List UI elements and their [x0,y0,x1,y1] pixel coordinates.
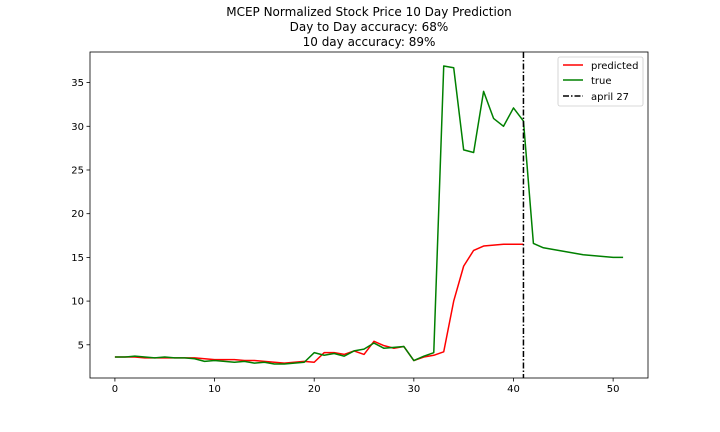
y-tick-label: 20 [71,209,84,220]
chart-title-line-1: MCEP Normalized Stock Price 10 Day Predi… [226,5,512,19]
chart-title-line-2: Day to Day accuracy: 68% [290,20,449,34]
y-tick-label: 10 [71,297,84,308]
legend-box [557,56,644,107]
x-tick-label: 20 [308,384,321,395]
y-tick-label: 15 [71,253,84,264]
y-tick-label: 30 [71,122,84,133]
y-tick-label: 25 [71,165,84,176]
series-line-predicted [114,243,524,364]
y-tick-label: 5 [78,340,84,351]
x-tick-label: 0 [112,384,118,395]
legend-label-true: true [591,76,612,87]
x-tick-label: 50 [607,384,620,395]
x-tick-label: 10 [208,384,221,395]
legend-label-april-27: april 27 [591,92,629,103]
plot-frame [89,51,649,379]
legend-label-predicted: predicted [591,61,638,72]
y-tick-label: 35 [71,78,84,89]
axis-ticks: 0 10 20 30 40 50 5 10 15 20 25 30 35 [71,78,619,395]
x-tick-label: 40 [507,384,520,395]
legend: predicted true april 27 [557,56,644,107]
x-tick-label: 30 [407,384,420,395]
plot-lines [114,52,624,378]
series-line-true [114,65,624,365]
chart-title-line-3: 10 day accuracy: 89% [303,35,436,49]
